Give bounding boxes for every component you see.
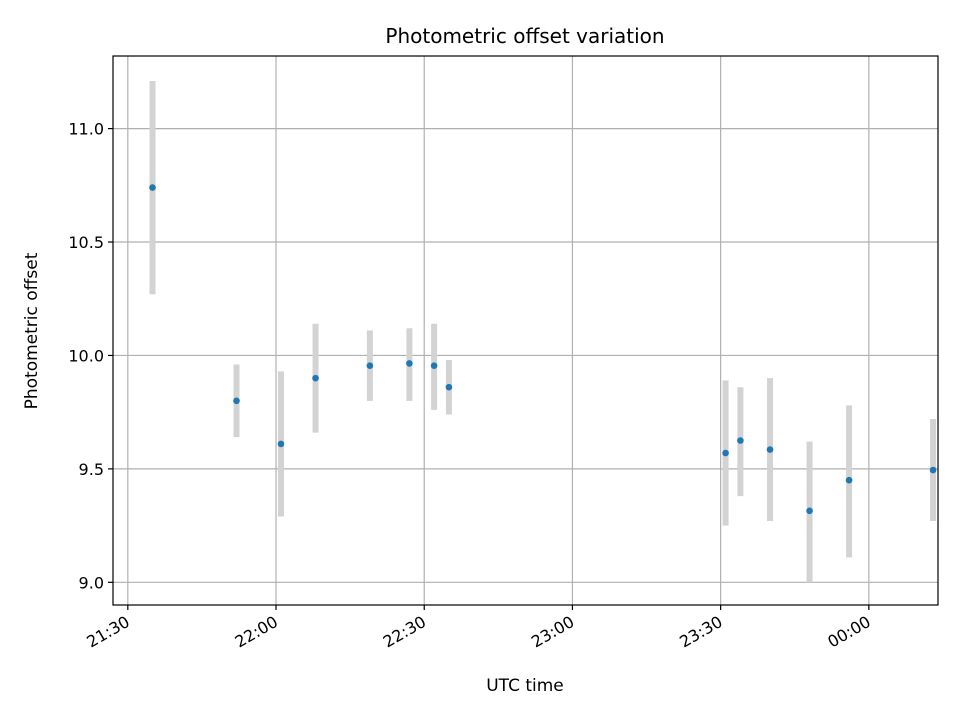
data-point [445,383,453,391]
data-point [366,362,374,369]
grid [113,56,938,605]
data-point [406,360,413,367]
data-point [845,476,853,484]
data-point [277,440,285,448]
data-point [722,449,729,457]
data-point [430,362,438,369]
data-point [806,507,813,515]
data-point [149,184,156,191]
y-tick-label: 9.5 [79,460,104,479]
x-axis-label: UTC time [486,676,564,696]
y-tick-label: 9.0 [79,573,104,592]
data-point [233,397,240,405]
y-tick-label: 11.0 [68,120,104,139]
data-points [149,184,937,515]
y-axis: 9.0 9.5 10.0 10.5 11.0 [68,120,113,592]
data-point [312,374,319,382]
chart-title: Photometric offset variation [385,24,664,48]
data-point [766,446,774,453]
data-point [929,466,937,474]
y-axis-label: Photometric offset [22,252,42,409]
data-point [737,437,744,444]
plot-frame [112,55,939,606]
y-tick-label: 10.5 [68,233,104,252]
y-tick-label: 10.0 [68,346,104,365]
